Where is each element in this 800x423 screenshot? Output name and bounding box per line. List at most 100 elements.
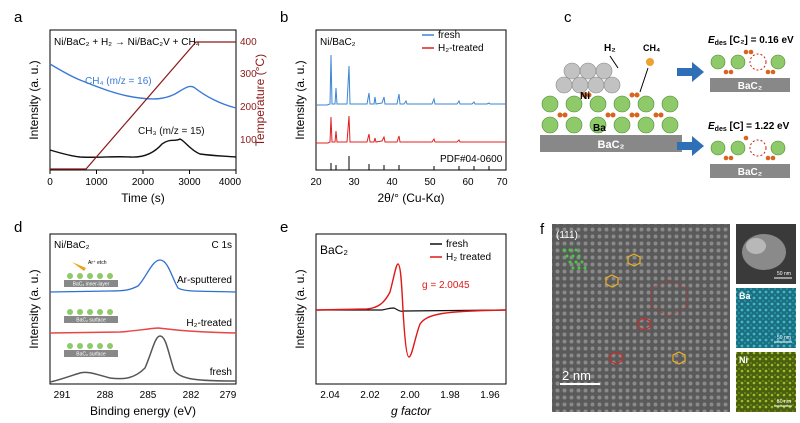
ni-label: Ni (580, 91, 590, 102)
inset-top-ion: Ar⁺ etch (88, 260, 107, 266)
a-xtick-3: 3000 (178, 177, 201, 188)
epr-fresh-curve (316, 307, 507, 312)
green-lattice-dots (562, 248, 587, 270)
legend-e-fresh: fresh (446, 239, 468, 250)
panel-e-ylabel: Intensity (a. u.) (293, 269, 307, 348)
large-defect-hexagon (650, 279, 688, 317)
scale-map2-label: 50 nm (777, 335, 791, 341)
panel-d: d Ni/BaC₂ C 1s Ar-sputtered H₂-treated f… (0, 212, 268, 423)
panel-d-xticks: 291 288 285 282 279 (54, 390, 237, 401)
pdf-label: PDF#04-0600 (440, 154, 503, 165)
panel-b: b Ni/BaC₂ fresh H₂-treated PDF#04-0600 2… (272, 0, 512, 212)
vacancy-c (749, 139, 767, 157)
eds-map-ni: Ni 50 nm (736, 352, 796, 412)
panel-c-svg: c BaC₂ Ni Ba (540, 9, 794, 178)
panel-c-letter: c (564, 9, 572, 26)
hrtem-image (552, 224, 730, 412)
b-xtick-20: 20 (310, 177, 322, 188)
panel-e: e BaC₂ fresh H₂ treated g = 2.0045 2.04 … (272, 212, 512, 423)
eds-map-ba: Ba 50 nm (736, 288, 796, 348)
g-value-label: g = 2.0045 (422, 280, 470, 291)
edes-bottom: Edes [C] = 1.22 eV (708, 121, 790, 133)
panel-d-sample: Ni/BaC₂ (54, 240, 90, 251)
a-xtick-0: 0 (47, 177, 53, 188)
xps-inset-top: Ar⁺ etch BaC₂ inner-layer (64, 260, 118, 288)
panel-b-ylabel: Intensity (a. u.) (293, 60, 307, 139)
b-xtick-50: 50 (424, 177, 436, 188)
panel-b-xticks: 20 30 40 50 60 70 (310, 177, 508, 188)
panel-d-region: C 1s (211, 240, 232, 251)
plane-label: (111) (556, 230, 578, 241)
substrate-bottom (710, 164, 790, 178)
panel-d-svg: d Ni/BaC₂ C 1s Ar-sputtered H₂-treated f… (14, 219, 237, 418)
xps-top-curve (49, 259, 237, 293)
substrate-left-label: BaC₂ (598, 139, 625, 151)
ch3-curve (49, 138, 237, 158)
inset-top-label: BaC₂ inner-layer (73, 282, 110, 288)
panel-a-svg: a Ni/BaC₂ + H₂ → Ni/BaC₂V + CH₄ CH₄ (m/z… (14, 9, 267, 205)
panel-b-xlabel: 2θ/° (Cu-Kα) (377, 191, 444, 205)
panel-b-sample: Ni/BaC₂ (320, 37, 356, 48)
substrate-left (540, 135, 682, 152)
red-hexagons (609, 317, 651, 365)
panel-a-letter: a (14, 9, 23, 26)
xps-mid-label: H₂-treated (186, 318, 232, 329)
panel-d-frame (49, 233, 237, 385)
e-xtick-198: 1.98 (440, 390, 460, 401)
e-xtick-200: 2.00 (400, 390, 420, 401)
ch4-label: CH₄ (m/z = 16) (85, 76, 152, 87)
vacancy-c2 (749, 53, 767, 71)
panel-f-svg: f (111) 2 nm 50 nm (540, 221, 796, 412)
e-xtick-196: 1.96 (480, 390, 500, 401)
scheme-left: BaC₂ Ni Ba H₂ CH₄ (540, 43, 682, 152)
epr-h2-curve (315, 263, 507, 358)
panel-a-equation: Ni/BaC₂ + H₂ → Ni/BaC₂V + CH₄ (54, 37, 200, 48)
temperature-curve (50, 41, 236, 170)
xps-bot-curve (49, 335, 237, 383)
map-ni-label: Ni (739, 355, 748, 365)
d-xtick-279: 279 (220, 390, 237, 401)
panel-b-letter: b (280, 9, 288, 26)
arrow-to-bottom (677, 136, 704, 156)
panel-c: c BaC₂ Ni Ba (512, 0, 800, 212)
panel-a-right-ticks: 400 300 200 100 (240, 37, 257, 146)
scale-map1-label: 50 nm (777, 271, 791, 277)
a-rtick-300: 300 (240, 69, 257, 80)
a-xtick-4: 4000 (219, 177, 242, 188)
panel-a-ylabel: Intensity (a. u.) (27, 60, 41, 139)
a-rtick-400: 400 (240, 37, 257, 48)
panel-e-frame (315, 233, 507, 385)
panel-a-xlabel: Time (s) (121, 191, 165, 205)
b-xtick-70: 70 (496, 177, 508, 188)
ch4-molecule-label: CH₄ (643, 43, 660, 53)
d-xtick-288: 288 (97, 390, 114, 401)
panel-d-letter: d (14, 219, 22, 236)
a-xtick-2: 2000 (132, 177, 155, 188)
xrd-fresh-curve (316, 54, 506, 106)
inset-bot-label: BaC₂ surface (76, 352, 106, 358)
d-xtick-291: 291 (54, 390, 71, 401)
b-xtick-30: 30 (348, 177, 360, 188)
substrate-top-label: BaC₂ (738, 81, 762, 92)
ch4-molecule (646, 58, 654, 66)
panel-e-xlabel: g factor (391, 404, 432, 418)
panel-b-frame (315, 29, 507, 171)
panel-d-xlabel: Binding energy (eV) (90, 404, 196, 418)
d-xtick-282: 282 (183, 390, 200, 401)
yellow-hexagons (605, 253, 686, 365)
inset-mid-label: BaC₂ surface (76, 318, 106, 324)
panel-e-letter: e (280, 219, 288, 236)
ch4-arrow (639, 67, 649, 93)
h2-label: H₂ (604, 43, 616, 54)
xps-inset-bot: BaC₂ surface (64, 343, 118, 358)
substrate-top (710, 78, 790, 92)
panel-b-svg: b Ni/BaC₂ fresh H₂-treated PDF#04-0600 2… (280, 9, 508, 205)
xrd-h2-curve (316, 115, 506, 144)
ba-label: Ba (593, 123, 606, 134)
panel-f-letter: f (540, 221, 545, 238)
legend-e-h2: H₂ treated (446, 252, 491, 263)
panel-f: f (111) 2 nm 50 nm (512, 212, 800, 423)
scale-main-label: 2 nm (562, 368, 591, 383)
substrate-bottom-label: BaC₂ (738, 167, 762, 178)
panel-d-ylabel: Intensity (a. u.) (27, 269, 41, 348)
